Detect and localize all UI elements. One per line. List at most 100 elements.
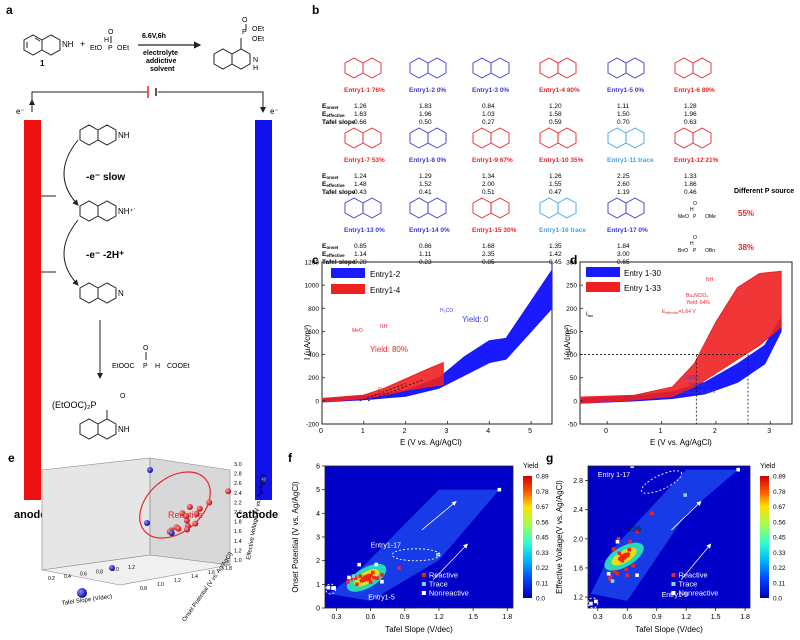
entry-onset-value: 0.85	[354, 243, 367, 250]
entry-name: Entry1-5 0%	[607, 87, 644, 94]
step-1-label: -e⁻ slow	[86, 172, 125, 183]
plot-d-area: 0 1 2 3 -50 0 50 100 150 200 250 300	[566, 260, 782, 435]
legend-c-swatch-2	[331, 284, 365, 294]
y-tick-label: 200	[566, 306, 577, 313]
d-blue-eff: Eeffective=2.59 V	[682, 389, 716, 395]
row-label-effective: Eeffective	[322, 181, 345, 188]
max-yield-label: 0.89	[627, 527, 641, 534]
reactive-point	[349, 576, 354, 581]
entry-effective-value: 3.00	[617, 251, 630, 258]
p-source-p-1: P	[693, 214, 697, 220]
panel-label-e: e	[8, 451, 15, 465]
entry-onset-value: 1.34	[482, 173, 495, 180]
reagent-h: H	[104, 37, 109, 44]
x-tick-label: 0.6	[366, 614, 376, 621]
c-mol-h3co: H₃CO	[440, 308, 453, 314]
entry-5-circle	[587, 597, 599, 609]
legend-label: Trace	[429, 580, 448, 589]
entry-molecule	[539, 57, 577, 79]
colorbar-tick-label: 0.11	[773, 580, 786, 587]
reactive-point	[359, 578, 364, 583]
z-tick-label: 2.4	[234, 491, 242, 497]
product-p: P	[242, 29, 247, 36]
3d-ticks: 3.0 2.8 2.6 2.4 2.2 2.0 1.8 1.6 1.4 1.2 1.0 0.2 0.4 0…	[48, 462, 242, 592]
colorbar-tick-label: 0.22	[773, 565, 786, 572]
reactive-ball	[184, 526, 190, 533]
entry-effective-value: 1.50	[617, 111, 630, 118]
y-tick-label: 2.8	[573, 478, 583, 485]
legend-marker	[671, 591, 676, 595]
x-tick-label: 3	[444, 428, 448, 435]
entry-tafel-value: 0.59	[549, 119, 562, 126]
malonate-p: P	[143, 363, 148, 370]
y-tick-label: 1.2	[573, 595, 583, 602]
condition-voltage: 6.6V,6h	[142, 33, 166, 40]
mechanism-final-product	[79, 410, 117, 440]
y-tick-label: 400	[308, 352, 319, 359]
condition-solvent: solvent	[150, 66, 175, 73]
d-blue-salt: LiClO₄	[686, 375, 701, 381]
p-source-o-2: O	[693, 235, 697, 241]
nonreactive-point	[594, 599, 598, 604]
panel-label-a: a	[6, 3, 13, 17]
heatmap-xlabel: Tafel Slope (V/dec)	[385, 625, 453, 634]
entry-effective-value: 1.55	[549, 181, 562, 188]
nonreactive-ball	[109, 565, 115, 571]
reagent-o: O	[108, 29, 114, 36]
entry-molecule	[607, 57, 645, 79]
y-tick-label: -200	[306, 422, 319, 429]
entry-tafel-value: 0.47	[549, 189, 562, 196]
entry-effective-value: 1.42	[549, 251, 562, 258]
reactive-ball	[225, 488, 232, 495]
panel-g: g 0.3 0.6 0.9 1.2 1.5 1.8 1.2 1.6 2.0 2.4 2.8 Tafel…	[546, 451, 786, 634]
d-red-yield: Yield: 64%	[686, 300, 710, 306]
entry-onset-value: 1.84	[617, 243, 630, 250]
mechanism-radical-cation	[79, 200, 117, 222]
entry-onset-value: 1.83	[419, 103, 432, 110]
x-tick-label: 0.6	[80, 572, 87, 578]
x-tick-label: 1.8	[740, 614, 750, 621]
x-tick-label: 1	[361, 428, 365, 435]
colorbar-tick-label: 0.56	[773, 519, 786, 526]
entry-molecule	[344, 57, 382, 79]
malonate-right: COOEt	[167, 363, 190, 370]
entry-onset-value: 2.25	[617, 173, 630, 180]
plot-c-frame	[321, 261, 553, 425]
y-tick-label: 1.8	[225, 566, 232, 572]
entry-tafel-value: 0.41	[419, 189, 432, 196]
y-tick-label: 0	[573, 398, 577, 405]
x-tick-label: 0.3	[332, 614, 342, 621]
entry-molecule	[409, 57, 447, 79]
x-tick-label: 1.2	[434, 614, 444, 621]
entry-tafel-value: 0.27	[482, 119, 495, 126]
entry-17-ellipse	[391, 548, 441, 562]
colorbar-title: Yield	[523, 463, 538, 470]
x-tick-label: 0.3	[593, 614, 603, 621]
panel-label-b: b	[312, 3, 319, 17]
plot-d-frame	[579, 261, 793, 425]
colorbar-title: Yield	[760, 463, 775, 470]
y-tick-label: 2	[316, 558, 320, 565]
reactive-ball	[193, 510, 200, 517]
trace-point	[436, 552, 440, 557]
electron-label-cathode: e⁻	[270, 107, 279, 116]
nonreactive-point	[347, 575, 351, 580]
colorbar-tick-label: 0.11	[536, 580, 549, 587]
y-tick-label: 1	[316, 582, 320, 589]
e-axis-tafel: Tafel Slope (V/dec)	[61, 594, 112, 607]
d-blue-yield: Yield: 0	[688, 382, 705, 388]
malonate-left: EtOOC	[112, 363, 135, 370]
final-phosphonate-o: O	[120, 393, 126, 400]
mechanism-thiq	[79, 124, 117, 146]
entry-name: Entry1-2 0%	[409, 87, 446, 94]
reactive-point	[624, 567, 629, 572]
entry-name: Entry1-1 76%	[344, 87, 385, 94]
entry-tafel-value: 0.50	[419, 119, 432, 126]
reactive-ball	[196, 505, 203, 512]
reactive-ball	[192, 520, 199, 527]
legend-label: Reactive	[429, 571, 458, 580]
malonate-o: O	[143, 345, 149, 352]
nonreactive-point	[380, 579, 384, 584]
product-nh: N	[253, 57, 258, 64]
